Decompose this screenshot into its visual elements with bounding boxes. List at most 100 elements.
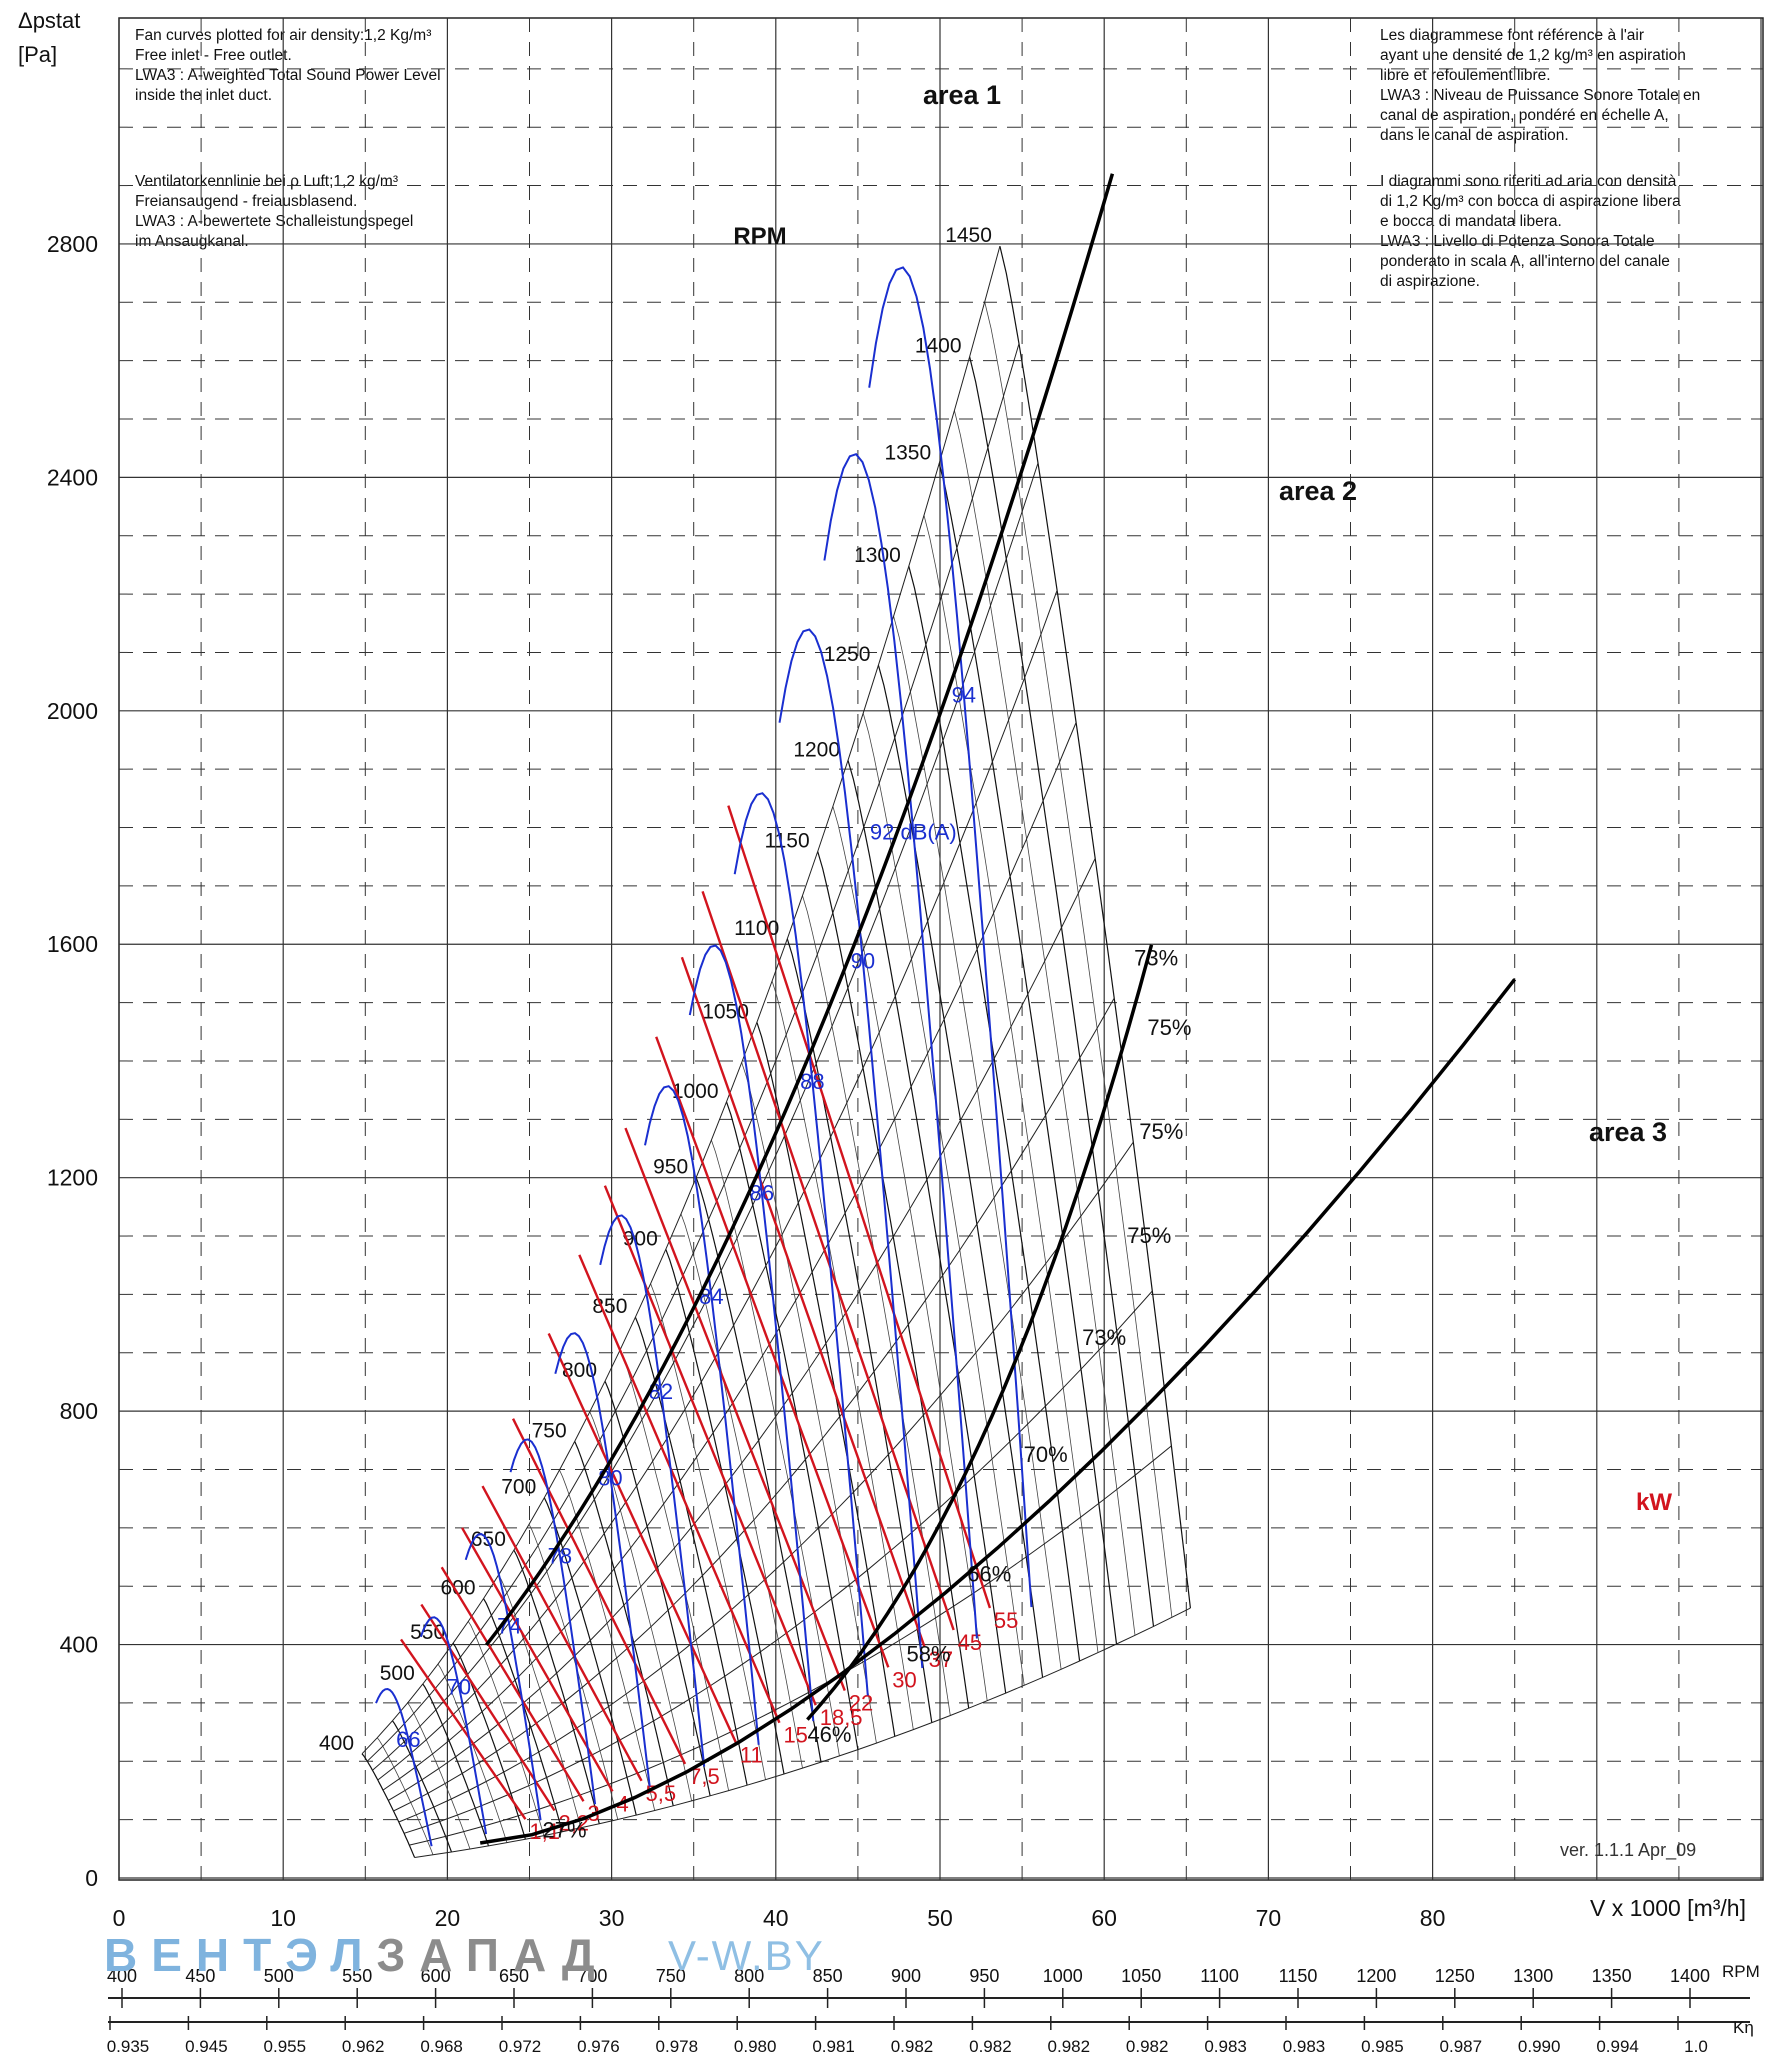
rpm-scale-label: 1100 — [1200, 1966, 1239, 1986]
rpm-title: RPM — [733, 223, 786, 250]
rpm-label: 700 — [501, 1476, 536, 1499]
power-line — [511, 1418, 687, 1765]
power-line — [547, 1332, 737, 1744]
efficiency-label: 73% — [1134, 945, 1178, 970]
efficiency-label: 75% — [1127, 1223, 1171, 1248]
x-tick-label: 0 — [113, 1905, 126, 1931]
y-tick-label: 2400 — [47, 464, 98, 490]
power-line — [481, 1485, 643, 1782]
rpm-label: 1400 — [915, 335, 962, 358]
sound-curve — [823, 453, 978, 1639]
y-tick-label: 1200 — [47, 1165, 98, 1191]
k-scale-label: 0.982 — [1126, 2037, 1169, 2056]
y-tick-label: 2800 — [47, 231, 98, 257]
rpm-label: 1000 — [672, 1080, 719, 1103]
power-line — [655, 1036, 890, 1668]
system-curve — [366, 343, 1020, 1762]
x-tick-label: 50 — [927, 1905, 953, 1931]
k-scale-label: 0.982 — [969, 2037, 1012, 2056]
power-line — [680, 956, 926, 1648]
k-scale-label: 0.985 — [1361, 2037, 1404, 2056]
system-curve — [372, 462, 1039, 1771]
sound-curve — [509, 1438, 597, 1805]
y-tick-label: 2000 — [47, 698, 98, 724]
x-tick-label: 20 — [435, 1905, 461, 1931]
efficiency-label: 46% — [807, 1722, 851, 1747]
power-label: 37 — [929, 1647, 953, 1672]
sound-curve — [644, 1085, 760, 1745]
rpm-label: 1300 — [854, 544, 901, 567]
sound-label: 92 dB(A) — [870, 820, 957, 845]
rpm-label: 750 — [532, 1419, 567, 1442]
rpm-label: 1150 — [764, 829, 809, 852]
k-scale-label: 0.981 — [812, 2037, 855, 2056]
y-tick-label: 0 — [85, 1865, 98, 1891]
sound-label: 70 — [447, 1674, 471, 1699]
rpm-scale-label: 850 — [813, 1966, 843, 1986]
area-boundary-left — [485, 173, 1115, 1646]
k-scale-label: 0.982 — [1048, 2037, 1091, 2056]
rpm-scale-label: 600 — [421, 1966, 451, 1986]
k-scale-label: 0.983 — [1204, 2037, 1247, 2056]
y-tick-label: 400 — [60, 1632, 98, 1658]
k-scale-label: 0.945 — [185, 2037, 228, 2056]
area-label: area 1 — [923, 80, 1001, 110]
k-scale-label: 0.994 — [1596, 2037, 1639, 2056]
rpm-label: 800 — [562, 1359, 597, 1382]
rpm-label: 1100 — [734, 917, 779, 940]
watermark-brand: ВЕНТЭЛЗАПАД — [104, 1928, 609, 1982]
rpm-scale-label: 1250 — [1435, 1966, 1475, 1986]
rpm-scale-label: 800 — [734, 1966, 764, 1986]
rpm-curve — [422, 1683, 490, 1847]
rpm-scale-label: 1300 — [1513, 1966, 1553, 1986]
sound-curve — [419, 1616, 488, 1835]
sound-curve — [599, 1214, 706, 1767]
watermark-part1: ВЕНТЭЛ — [104, 1929, 377, 1981]
power-label: 18,5 — [820, 1705, 863, 1730]
x-axis-title: V x 1000 [m³/h] — [1590, 1895, 1746, 1921]
rpm-label: 1200 — [793, 738, 840, 761]
system-curve — [393, 997, 1115, 1812]
k-scale-label: 0.972 — [499, 2037, 542, 2056]
area-label: area 3 — [1589, 1117, 1667, 1147]
rpm-scale-title: RPM — [1722, 1962, 1760, 1981]
power-label: 30 — [892, 1667, 916, 1692]
power-label: 15 — [783, 1723, 807, 1748]
efficiency-label: 75% — [1139, 1119, 1183, 1144]
sound-label: 66 — [396, 1727, 420, 1752]
rpm-curve — [361, 1753, 416, 1858]
watermark-site: V-W.BY — [668, 1932, 825, 1979]
note-french: Les diagrammese font référence à l'air a… — [1380, 27, 1701, 144]
k-scale-label: 0.968 — [420, 2037, 463, 2056]
power-line — [603, 1185, 817, 1706]
note-english: Fan curves plotted for air density:1,2 K… — [135, 27, 441, 104]
k-scale-label: 0.978 — [656, 2037, 699, 2056]
sound-curve — [688, 944, 815, 1722]
rpm-label: 1350 — [884, 441, 931, 464]
rpm-label: 950 — [653, 1155, 688, 1178]
rpm-label: 600 — [440, 1577, 475, 1600]
power-line — [701, 891, 955, 1631]
sound-label: 88 — [800, 1069, 824, 1094]
power-label: 45 — [958, 1630, 982, 1655]
rpm-scale-label: 1350 — [1592, 1966, 1632, 1986]
power-label: 11 — [740, 1743, 763, 1768]
power-line — [578, 1254, 781, 1724]
area-boundary-outer — [806, 944, 1154, 1721]
y-tick-label: 800 — [60, 1398, 98, 1424]
x-tick-label: 70 — [1256, 1905, 1282, 1931]
system-curve — [361, 245, 1001, 1755]
power-line — [440, 1566, 585, 1802]
rpm-scale-label: 550 — [342, 1966, 372, 1986]
system-curve — [409, 1445, 1172, 1846]
y-axis-title: Δpstat [Pa] — [18, 8, 81, 67]
area-label: area 2 — [1279, 476, 1357, 506]
efficiency-label: 70% — [1024, 1442, 1068, 1467]
power-line — [727, 805, 992, 1609]
rpm-scale-label: 450 — [185, 1966, 215, 1986]
rpm-scale-label: 500 — [264, 1966, 294, 1986]
x-tick-label: 30 — [599, 1905, 625, 1931]
rpm-scale-label: 1150 — [1279, 1966, 1318, 1986]
power-unit-label: kW — [1636, 1489, 1672, 1516]
